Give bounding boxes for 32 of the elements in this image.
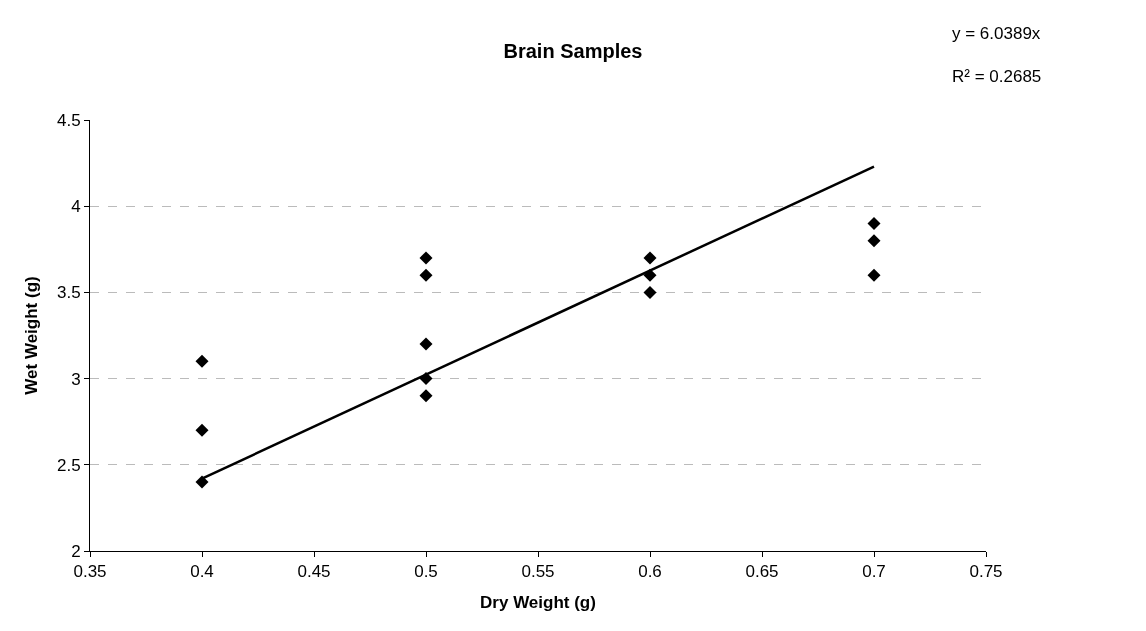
y-tick-label: 4 (71, 197, 81, 217)
x-tick-label: 0.7 (862, 562, 886, 582)
point (419, 389, 433, 403)
point (867, 216, 881, 230)
y-axis-title: Wet Weight (g) (21, 276, 41, 395)
x-tick-label: 0.45 (297, 562, 331, 582)
y-tick-label: 4.5 (56, 110, 81, 130)
point (195, 475, 209, 489)
point (195, 423, 209, 437)
y-tick-label: 3.5 (56, 283, 81, 303)
y-tick-label: 2.5 (56, 455, 81, 475)
point (643, 285, 657, 299)
y-tick-label: 2 (71, 541, 81, 561)
x-tick-label: 0.4 (190, 562, 214, 582)
point (419, 251, 433, 265)
x-tick-label: 0.35 (73, 562, 107, 582)
point (867, 234, 881, 248)
text: y = 6.0389x (952, 24, 1041, 43)
x-tick-label: 0.65 (745, 562, 779, 582)
x-tick-label: 0.6 (638, 562, 662, 582)
x-tick-label: 0.55 (521, 562, 555, 582)
y-tick-label: 3 (71, 369, 81, 389)
x-tick-label: 0.5 (414, 562, 438, 582)
x-tick-label: 0.75 (969, 562, 1003, 582)
point (419, 268, 433, 282)
point (419, 337, 433, 351)
point (643, 251, 657, 265)
point (195, 354, 209, 368)
x-axis-title: Dry Weight (g) (480, 592, 596, 612)
text: R² = 0.2685 (952, 67, 1042, 86)
chart-title: Brain Samples (503, 40, 643, 63)
point (867, 268, 881, 282)
